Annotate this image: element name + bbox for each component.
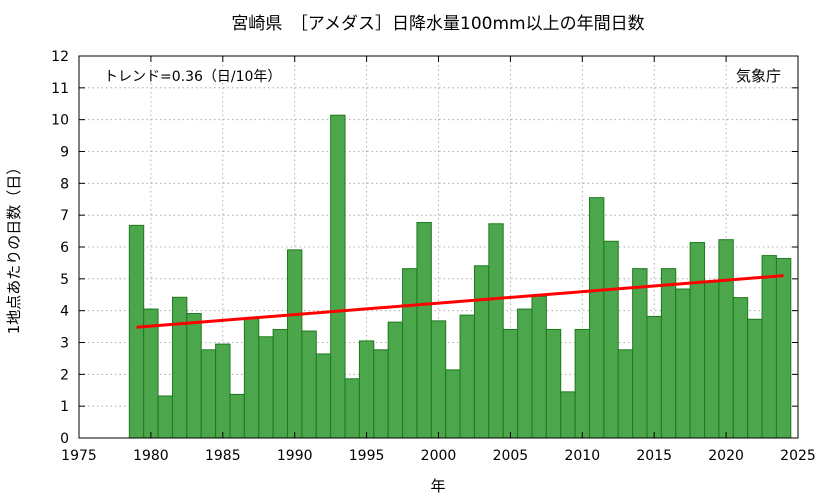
- trend-line-group: [136, 274, 784, 329]
- y-tick-label: 2: [60, 367, 69, 383]
- x-tick-label: 1995: [349, 448, 385, 464]
- x-tick-label: 2005: [493, 448, 529, 464]
- bar: [660, 268, 677, 439]
- bar: [588, 197, 605, 439]
- chart-title: 宮崎県 ［アメダス］日降水量100mm以上の年間日数: [231, 14, 644, 34]
- bar: [704, 281, 720, 439]
- bar: [402, 268, 418, 439]
- bar: [445, 369, 461, 439]
- bar: [143, 308, 159, 439]
- bar: [186, 313, 202, 439]
- bar: [387, 321, 404, 439]
- y-tick-label: 12: [51, 49, 69, 65]
- bar: [330, 114, 346, 439]
- trend-annotation: トレンド=0.36（日/10年）: [104, 69, 281, 85]
- bar: [229, 393, 245, 439]
- bar: [373, 349, 389, 439]
- bar: [301, 330, 317, 439]
- bar: [632, 268, 648, 439]
- y-tick-label: 9: [60, 145, 69, 161]
- bar: [315, 353, 332, 439]
- y-tick-label: 8: [60, 176, 69, 192]
- y-tick-label: 7: [60, 208, 69, 224]
- bar: [646, 315, 662, 439]
- bar: [258, 336, 274, 439]
- bar: [243, 317, 260, 439]
- bar: [416, 221, 432, 439]
- y-tick-label: 6: [60, 240, 69, 256]
- bar: [215, 343, 231, 439]
- bar: [545, 328, 562, 439]
- y-tick-label: 11: [51, 81, 69, 97]
- bar: [459, 314, 475, 439]
- y-tick-label: 1: [60, 399, 69, 415]
- source-label: 気象庁: [736, 67, 781, 85]
- x-tick-label: 1980: [133, 448, 169, 464]
- y-axis-label: 1地点あたりの日数（日）: [5, 160, 23, 335]
- bar: [200, 349, 217, 439]
- bar: [531, 295, 547, 439]
- x-tick-label: 2000: [421, 448, 457, 464]
- bar: [502, 328, 519, 439]
- bar: [574, 328, 590, 439]
- bar: [732, 297, 749, 439]
- x-tick-label: 1975: [61, 448, 97, 464]
- bar: [473, 265, 490, 439]
- bar: [775, 257, 792, 439]
- y-tick-label: 0: [60, 431, 69, 447]
- trend-line: [136, 274, 784, 329]
- x-tick-label: 2025: [780, 448, 816, 464]
- bar: [171, 296, 188, 439]
- bar: [272, 328, 289, 439]
- y-tick-label: 4: [60, 304, 69, 320]
- bars: [128, 114, 792, 439]
- x-tick-label: 2015: [636, 448, 672, 464]
- bar: [344, 378, 360, 439]
- bar: [617, 349, 634, 439]
- x-tick-label: 2020: [708, 448, 744, 464]
- bar: [358, 340, 375, 439]
- bar: [128, 224, 145, 439]
- bar: [430, 320, 447, 439]
- bar: [603, 240, 619, 439]
- bar: [287, 249, 303, 439]
- x-tick-label: 2010: [564, 448, 600, 464]
- y-tick-label: 10: [51, 113, 69, 129]
- bar: [761, 255, 777, 439]
- bar: [488, 223, 504, 439]
- y-tick-label: 3: [60, 336, 69, 352]
- bar: [675, 288, 691, 439]
- x-tick-label: 1990: [277, 448, 313, 464]
- bar: [560, 391, 576, 439]
- y-tick-label: 5: [60, 272, 69, 288]
- x-axis-label: 年: [430, 477, 445, 495]
- bar: [689, 242, 706, 439]
- bar: [517, 308, 533, 439]
- bar: [157, 395, 173, 439]
- bar: [718, 239, 734, 439]
- x-tick-label: 1985: [205, 448, 241, 464]
- bar: [747, 318, 763, 439]
